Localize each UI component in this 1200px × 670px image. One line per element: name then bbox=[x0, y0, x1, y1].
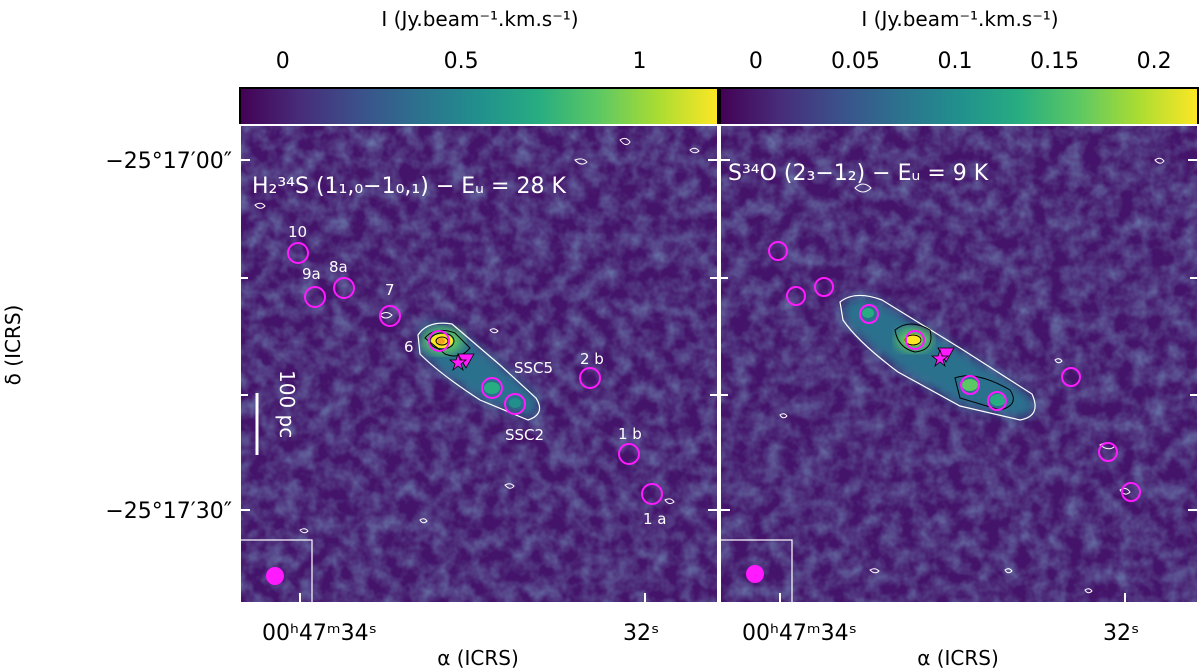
star-marker bbox=[930, 348, 950, 368]
marker-2b bbox=[579, 367, 601, 389]
label-8a: 8a bbox=[329, 258, 348, 276]
label-9a: 9a bbox=[302, 265, 321, 283]
label-1b: 1 b bbox=[618, 425, 642, 443]
emission-ridge bbox=[417, 322, 541, 421]
marker bbox=[786, 286, 806, 306]
marker bbox=[814, 277, 834, 297]
marker-7 bbox=[379, 305, 401, 327]
marker-1b bbox=[618, 443, 640, 465]
line-title-s-34o: S³⁴O (2₃−1₂) − Eᵤ = 9 K bbox=[728, 161, 989, 186]
marker bbox=[768, 241, 788, 261]
scale-bar: 100 pc bbox=[255, 370, 299, 455]
beam-box-1 bbox=[239, 539, 313, 604]
x-axis-2: 00ʰ47ᵐ34ˢ 32ˢ α (ICRS) bbox=[742, 621, 1139, 670]
colorbar-tick-label: 0.15 bbox=[1030, 49, 1079, 74]
x-tick-label: 00ʰ47ᵐ34ˢ bbox=[742, 621, 857, 646]
label-10: 10 bbox=[288, 223, 307, 241]
colorbar-tick-label: 1 bbox=[633, 49, 647, 74]
colorbar-s-34o: I (Jy.beam⁻¹.km.s⁻¹) 0 0.05 0.1 0.15 0.2 bbox=[719, 7, 1199, 126]
colorbar-tick-label: 0 bbox=[749, 49, 763, 74]
marker-10 bbox=[287, 242, 309, 264]
line-titles: H₂³⁴S (1₁,₀−1₀,₁) − Eᵤ = 28 K S³⁴O (2₃−1… bbox=[252, 161, 989, 199]
marker bbox=[960, 375, 980, 395]
marker bbox=[905, 330, 925, 350]
marker-9a bbox=[304, 286, 326, 308]
colorbar-h2-34s: I (Jy.beam⁻¹.km.s⁻¹) 0 0.5 1 bbox=[239, 7, 719, 126]
marker-6 bbox=[428, 330, 450, 352]
map-panel-h2-34s bbox=[240, 125, 718, 603]
x-tick-label: 00ʰ47ᵐ34ˢ bbox=[262, 621, 377, 646]
x-axis-label: α (ICRS) bbox=[917, 646, 999, 670]
marker-1a bbox=[641, 483, 663, 505]
scale-bar-label: 100 pc bbox=[275, 370, 299, 438]
map-frame bbox=[239, 124, 719, 604]
noise-contours bbox=[254, 137, 700, 534]
marker-ssc5 bbox=[481, 377, 503, 399]
beam-ellipse bbox=[746, 565, 764, 583]
colorbar-tick-label: 0.5 bbox=[444, 49, 479, 74]
colorbar-tick-label: 0.2 bbox=[1137, 49, 1172, 74]
label-ssc5: SSC5 bbox=[514, 359, 553, 377]
colorbar-ticks: 0 0.5 1 bbox=[276, 49, 647, 96]
beam-box-2 bbox=[719, 539, 793, 604]
x-axis-1: 00ʰ47ᵐ34ˢ 32ˢ α (ICRS) bbox=[262, 621, 659, 670]
label-2b: 2 b bbox=[580, 350, 604, 368]
y-tick-label: −25°17′00″ bbox=[105, 149, 232, 174]
colorbar-label: I (Jy.beam⁻¹.km.s⁻¹) bbox=[861, 7, 1058, 31]
map-frame bbox=[719, 124, 1199, 604]
label-ssc2: SSC2 bbox=[505, 426, 544, 444]
colorbar-gradient bbox=[239, 87, 719, 126]
beam-ellipse bbox=[266, 567, 284, 585]
marker bbox=[987, 391, 1007, 411]
colorbar-gradient bbox=[719, 87, 1199, 126]
colorbar-tick-label: 0.05 bbox=[831, 49, 880, 74]
star-cluster-marks bbox=[448, 347, 955, 372]
map-panel-s-34o bbox=[720, 125, 1198, 603]
marker bbox=[859, 304, 879, 324]
line-title-h2-34s: H₂³⁴S (1₁,₀−1₀,₁) − Eᵤ = 28 K bbox=[252, 174, 566, 199]
label-1a: 1 a bbox=[643, 510, 667, 528]
x-tick-label: 32ˢ bbox=[1103, 621, 1139, 646]
colorbar-ticks: 0 0.05 0.1 0.15 0.2 bbox=[749, 49, 1172, 96]
source-labels: 10 9a 8a 7 6 SSC5 SSC2 2 b 1 b 1 a bbox=[288, 223, 667, 528]
marker bbox=[1061, 367, 1081, 387]
x-axis-label: α (ICRS) bbox=[437, 646, 519, 670]
marker bbox=[1098, 442, 1118, 462]
star-marker bbox=[448, 352, 468, 372]
colorbar-label: I (Jy.beam⁻¹.km.s⁻¹) bbox=[381, 7, 578, 31]
label-7: 7 bbox=[385, 281, 395, 299]
y-axis: δ (ICRS) −25°17′00″ −25°17′30″ bbox=[1, 149, 232, 524]
marker-8a bbox=[333, 277, 355, 299]
colorbar-tick-label: 0.1 bbox=[938, 49, 973, 74]
source-markers-h2-34s bbox=[287, 242, 663, 505]
source-markers-s-34o bbox=[768, 241, 1141, 502]
marker-ssc2 bbox=[504, 393, 526, 415]
label-6: 6 bbox=[404, 338, 414, 356]
colorbar-tick-label: 0 bbox=[276, 49, 290, 74]
y-axis-label: δ (ICRS) bbox=[1, 305, 25, 386]
marker bbox=[1121, 482, 1141, 502]
map-ticks bbox=[240, 159, 1198, 603]
x-tick-label: 32ˢ bbox=[623, 621, 659, 646]
y-tick-label: −25°17′30″ bbox=[105, 499, 232, 524]
